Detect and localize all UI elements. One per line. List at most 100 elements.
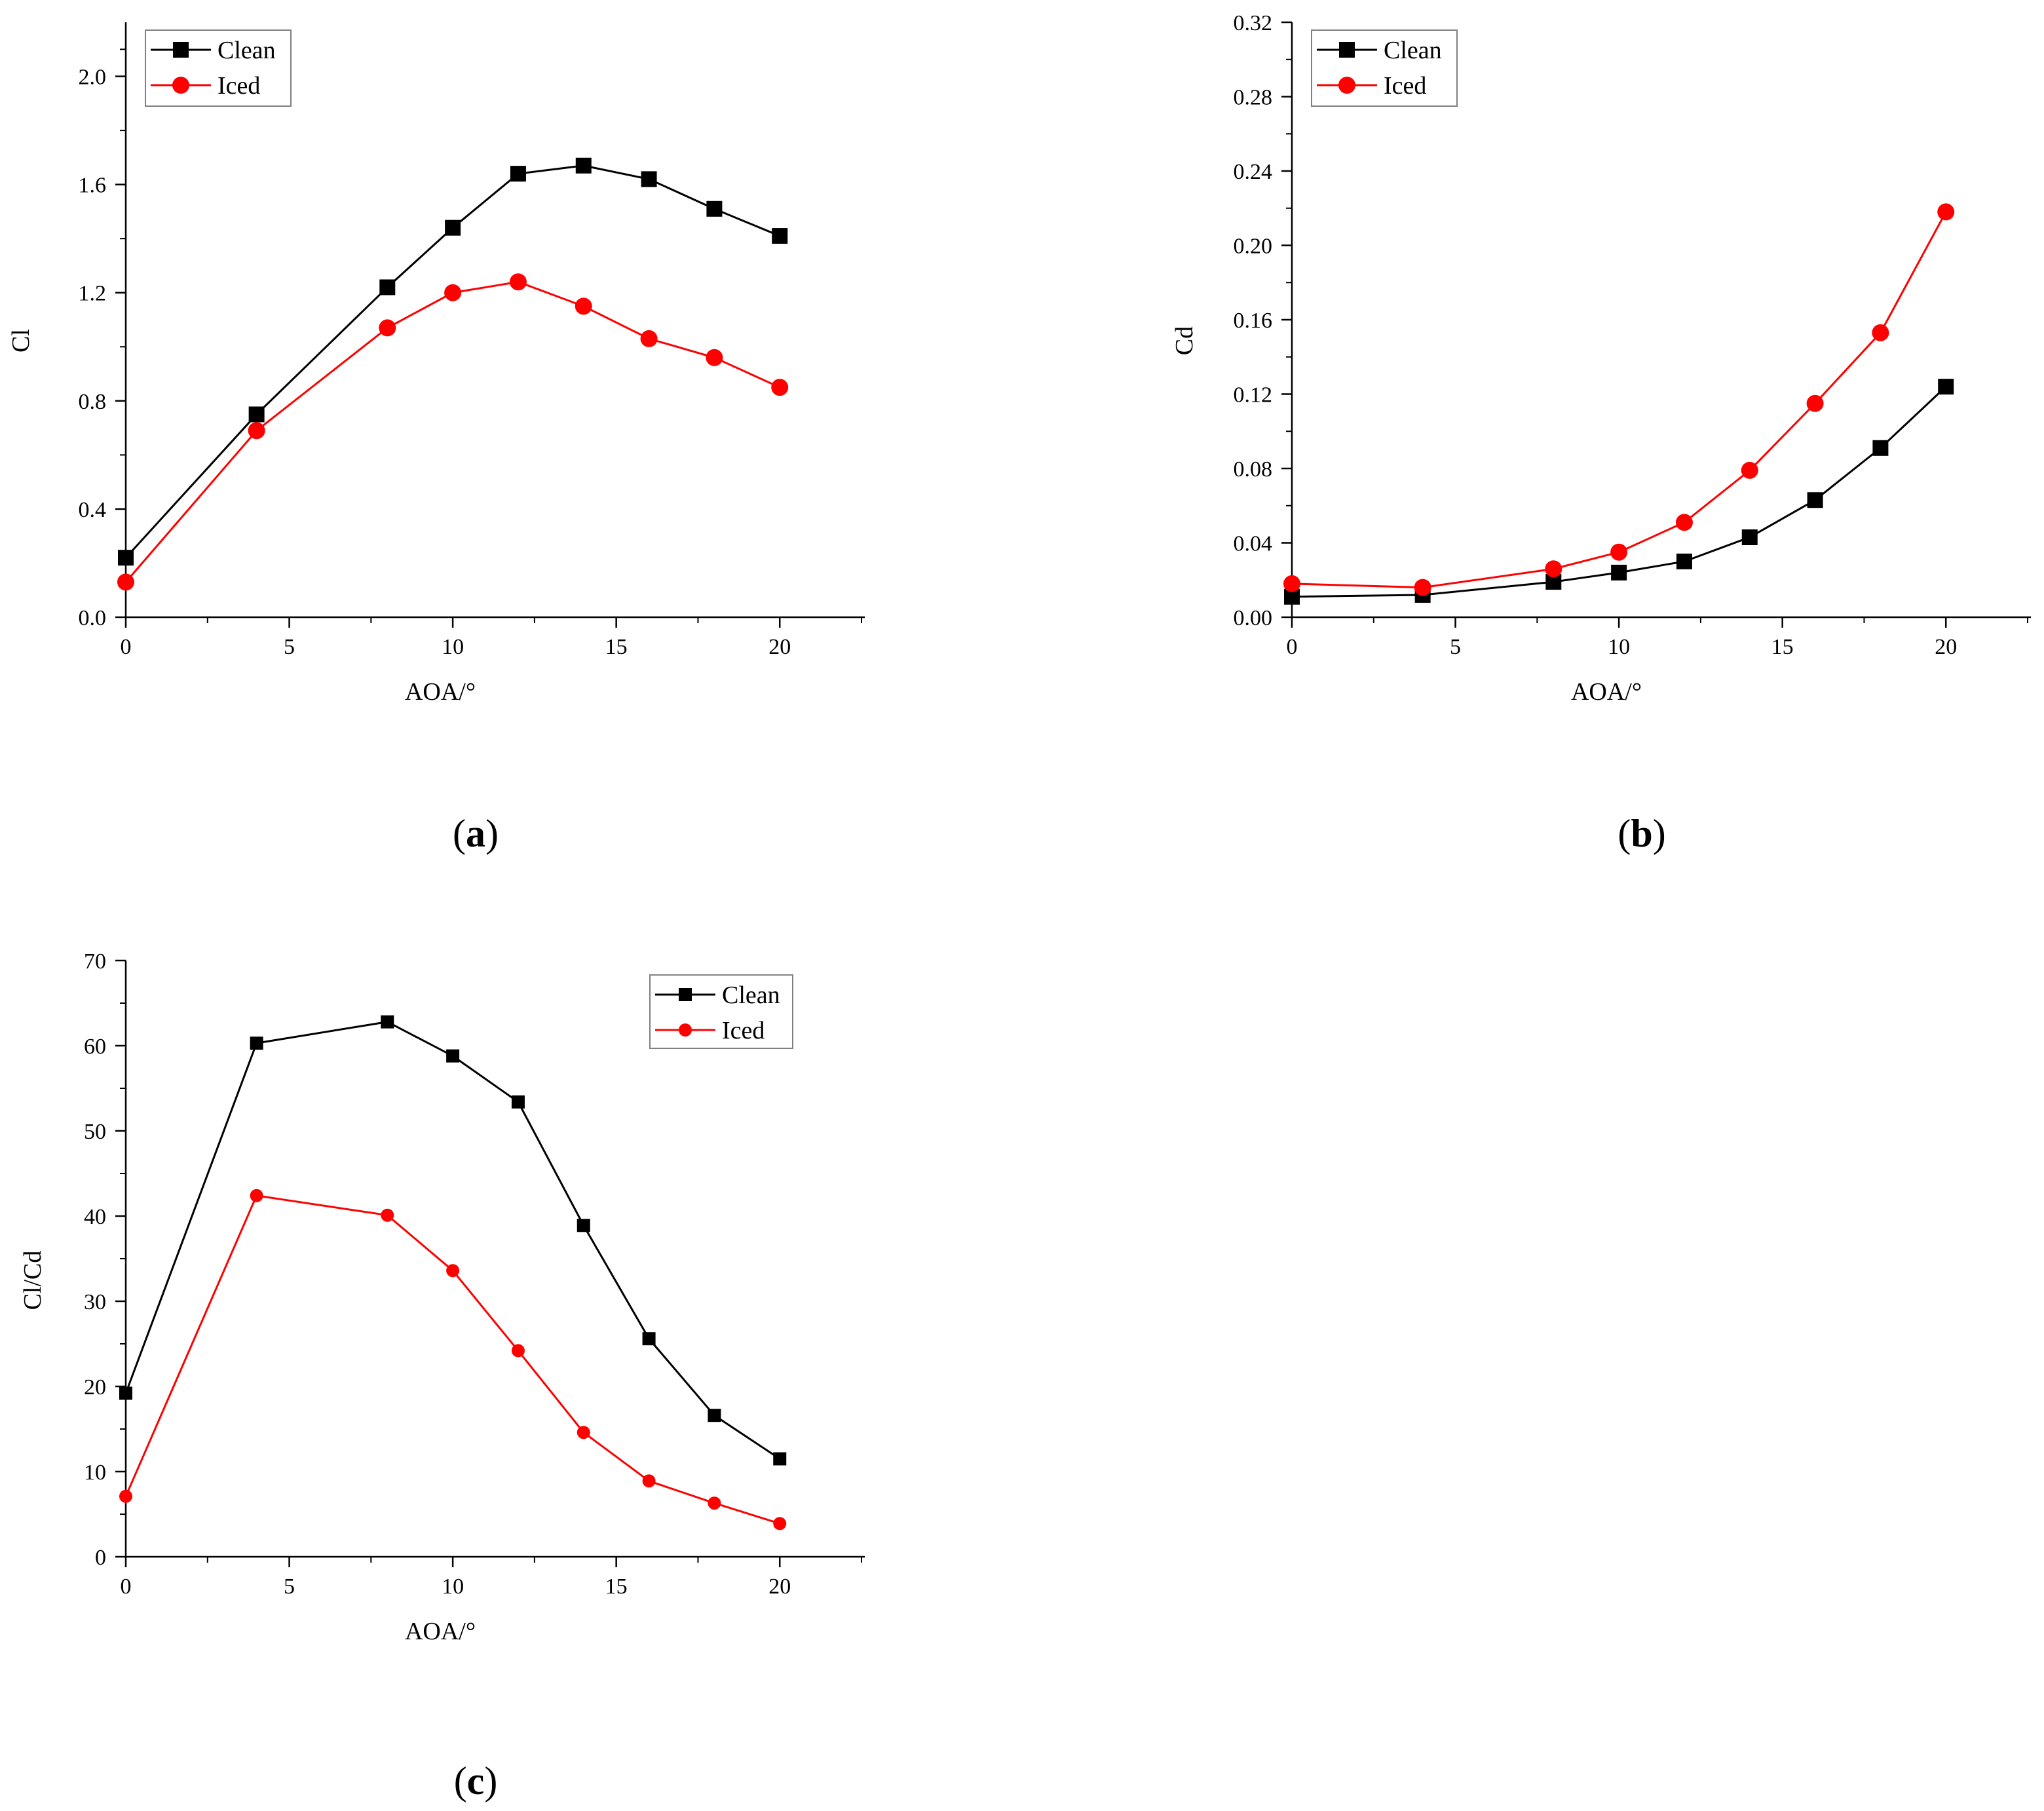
data-point-iced (379, 319, 396, 337)
y-tick-label: 30 (84, 1290, 106, 1314)
y-tick-label: 50 (84, 1120, 106, 1144)
data-point-iced (1545, 560, 1562, 578)
panel-label: (c) (454, 1759, 498, 1802)
x-tick-label: 20 (768, 1574, 791, 1599)
x-tick-label: 0 (121, 1574, 132, 1599)
data-point-clean (250, 1037, 263, 1050)
x-tick-label: 5 (1450, 635, 1461, 659)
data-point-clean (1938, 379, 1954, 395)
data-point-clean (575, 157, 592, 174)
y-tick-label: 2.0 (79, 66, 107, 90)
chart-panel-a: 0 5 10 15 20 0.0 0.4 0.8 1.2 1.6 2.0 AOA/° Cl Clean Ic… (7, 22, 865, 855)
legend-box (1311, 29, 1458, 107)
y-tick-label: 20 (84, 1375, 106, 1400)
series-line-iced (124, 1194, 780, 1525)
series-iced (117, 273, 789, 591)
y-tick-label: 0.4 (79, 498, 107, 522)
x-tick-label: 10 (442, 635, 464, 659)
panel-label: (b) (1618, 812, 1665, 855)
x-axis-label: AOA/° (1571, 678, 1642, 706)
data-point-iced (509, 273, 527, 291)
data-point-clean (773, 1452, 787, 1466)
data-point-clean (511, 1095, 525, 1109)
data-point-iced (1937, 203, 1955, 221)
data-point-clean (1807, 492, 1823, 508)
data-point-iced (642, 1474, 656, 1488)
legend-box (649, 974, 793, 1049)
y-tick-label: 0.8 (79, 390, 107, 414)
chart-panel-c: 0 5 10 15 20 0 10 20 30 40 50 60 70 AOA/° Cl/Cd Clean Ic… (19, 949, 865, 1802)
y-tick-label: 10 (84, 1460, 106, 1485)
data-point-iced (444, 284, 462, 301)
x-tick-label: 15 (605, 635, 628, 659)
data-point-iced (119, 1489, 132, 1503)
data-point-clean (1611, 564, 1627, 581)
data-point-clean (379, 279, 396, 295)
legend-label-clean: Clean (1384, 37, 1442, 64)
data-point-iced (446, 1264, 460, 1278)
x-tick-label: 0 (1287, 635, 1298, 659)
data-point-clean (446, 1049, 460, 1063)
data-point-iced (1283, 575, 1300, 592)
data-point-iced (1806, 394, 1824, 412)
data-point-iced (511, 1344, 525, 1358)
series-iced (119, 1189, 787, 1531)
data-point-clean (772, 228, 788, 244)
x-axis-label: AOA/° (405, 678, 476, 706)
data-point-iced (706, 349, 723, 366)
y-tick-label: 0.00 (1234, 606, 1273, 630)
x-tick-label: 15 (605, 1574, 628, 1599)
data-point-clean (577, 1219, 590, 1232)
data-point-iced (117, 573, 134, 591)
series-line-iced (124, 280, 780, 583)
y-tick-label: 40 (84, 1205, 106, 1229)
y-tick-label: 1.6 (79, 174, 107, 198)
legend: Clean Iced (1311, 29, 1458, 107)
legend-marker-iced (172, 77, 189, 94)
data-point-iced (575, 297, 592, 315)
data-point-clean (708, 1409, 721, 1422)
data-point-clean (1676, 553, 1692, 569)
legend-label-clean: Clean (722, 982, 780, 1009)
legend-label-iced: Iced (218, 72, 260, 100)
legend-marker-clean (679, 988, 692, 1001)
y-tick-label: 0.0 (79, 606, 107, 630)
legend-label-iced: Iced (1384, 72, 1426, 100)
data-point-iced (773, 1517, 787, 1531)
data-point-iced (1675, 514, 1693, 531)
series-clean (1284, 379, 1954, 605)
y-tick-label: 60 (84, 1035, 106, 1059)
data-point-iced (1741, 461, 1758, 479)
panel-label: (a) (453, 812, 499, 855)
legend-marker-iced (1338, 77, 1355, 94)
x-tick-label: 10 (1608, 635, 1630, 659)
y-tick-label: 0.28 (1234, 86, 1273, 110)
legend-marker-clean (173, 42, 189, 58)
data-point-clean (1741, 529, 1758, 545)
y-tick-label: 70 (84, 949, 106, 974)
y-axis-label: Cd (1171, 326, 1198, 355)
x-tick-label: 15 (1771, 635, 1794, 659)
x-tick-label: 10 (442, 1574, 464, 1599)
data-point-iced (1872, 324, 1889, 341)
y-tick-label: 0.04 (1234, 532, 1273, 556)
data-point-iced (771, 379, 789, 396)
data-point-clean (641, 171, 657, 187)
data-point-iced (708, 1496, 721, 1510)
y-tick-label: 0.08 (1234, 457, 1273, 482)
data-point-iced (640, 330, 658, 347)
series-line-iced (1291, 211, 1947, 589)
y-axis-label: Cl (7, 329, 35, 353)
data-point-clean (248, 406, 265, 423)
data-point-iced (248, 422, 265, 440)
legend-marker-clean (1339, 42, 1355, 58)
x-axis-label: AOA/° (405, 1618, 476, 1645)
legend-box (145, 29, 292, 107)
legend-label-clean: Clean (218, 37, 276, 64)
y-axis-label: Cl/Cd (19, 1251, 47, 1310)
x-tick-label: 0 (121, 635, 132, 659)
legend: Clean Iced (145, 29, 292, 107)
series-line-clean (124, 1021, 781, 1460)
y-tick-label: 0.12 (1234, 383, 1273, 408)
